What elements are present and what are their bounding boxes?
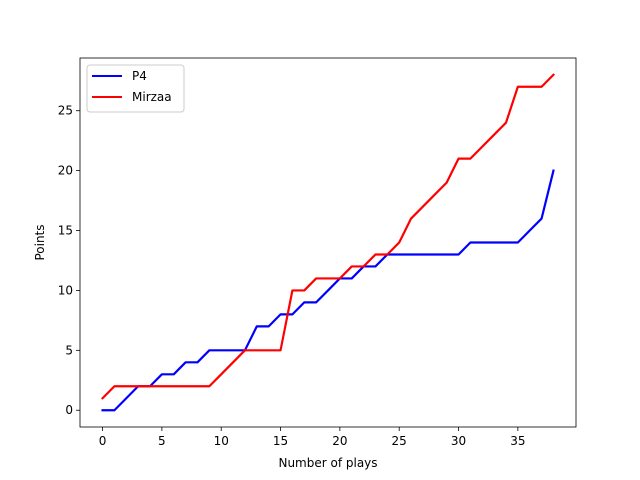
- x-tick-label: 0: [99, 434, 107, 448]
- x-tick-label: 15: [273, 434, 288, 448]
- y-tick-label: 20: [58, 164, 73, 178]
- x-tick-label: 20: [332, 434, 347, 448]
- x-axis-ticks: 0 5 10 15 20 25 30 35: [99, 427, 525, 448]
- y-tick-label: 25: [58, 104, 73, 118]
- y-tick-label: 0: [65, 403, 73, 417]
- y-tick-label: 5: [65, 343, 73, 357]
- series-line-p4: [101, 169, 555, 412]
- plot-frame: [79, 57, 577, 428]
- legend-label-p4: P4: [132, 69, 147, 83]
- x-tick-label: 25: [392, 434, 407, 448]
- series-line-mirzaa: [100, 73, 556, 400]
- x-tick-label: 30: [451, 434, 466, 448]
- legend: P4 Mirzaa: [86, 64, 185, 113]
- y-tick-label: 10: [58, 283, 73, 297]
- x-tick-label: 5: [158, 434, 166, 448]
- x-axis-label: Number of plays: [278, 456, 377, 470]
- series-layer: [100, 73, 556, 412]
- y-axis-ticks: 0 5 10 15 20 25: [58, 104, 80, 417]
- y-tick-label: 15: [58, 224, 73, 238]
- legend-label-mirzaa: Mirzaa: [132, 90, 172, 104]
- y-axis-label: Points: [33, 224, 47, 260]
- x-tick-label: 35: [510, 434, 525, 448]
- x-tick-label: 10: [214, 434, 229, 448]
